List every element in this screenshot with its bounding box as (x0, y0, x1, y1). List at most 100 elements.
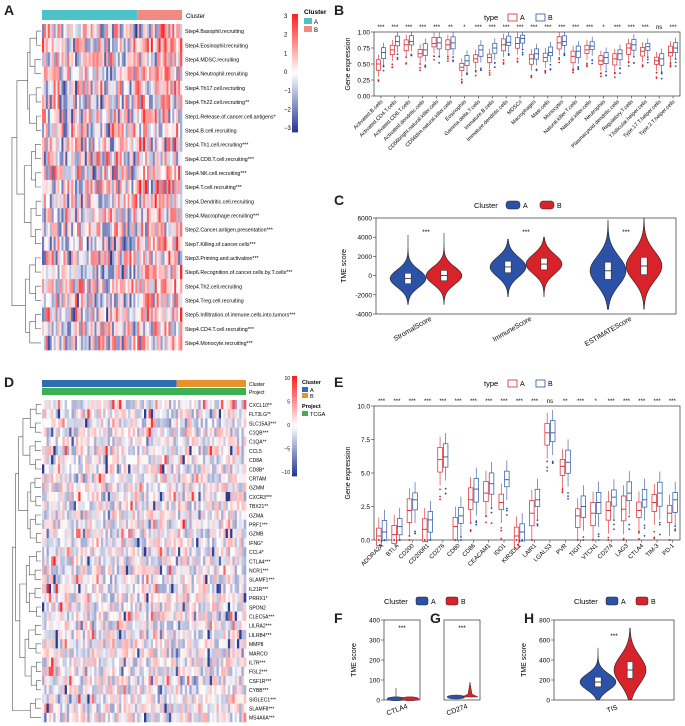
heatmap-a-cell (154, 109, 158, 124)
heatmap-a-cell (133, 151, 136, 167)
heatmap-d-cell (125, 510, 129, 520)
heatmap-d-cell (107, 630, 111, 640)
heatmap-d-cell (130, 455, 133, 465)
heatmap-d-cell (148, 510, 152, 520)
heatmap-d-cell (171, 657, 174, 668)
heatmap-d-cell (105, 482, 109, 493)
heatmap-d-cell (171, 639, 174, 649)
heatmap-a-cell (106, 165, 109, 181)
heatmap-d-cell (55, 657, 59, 668)
heatmap-d-cell (66, 427, 70, 438)
heatmap-a-cell (113, 293, 117, 308)
heatmap-d-cell (178, 547, 181, 557)
heatmap-d-cell (205, 409, 208, 419)
heatmap-a-cell (104, 52, 107, 67)
heatmap-d-cell (146, 464, 149, 474)
heatmap-a-cell (170, 137, 173, 152)
heatmap-d-cell (100, 611, 104, 622)
heatmap-d-cell (144, 418, 147, 428)
heatmap-a-cell (178, 66, 181, 81)
heatmap-d-cell (159, 400, 163, 410)
heatmap-a-cell (158, 38, 161, 53)
heatmap-a-cell (61, 208, 64, 223)
heatmap-d-cell (94, 519, 97, 530)
heatmap-a-cell (123, 165, 126, 181)
x-tick-label: StromalScore (393, 316, 433, 343)
heatmap-d-cell (53, 630, 56, 640)
heatmap-a-cell (84, 236, 88, 252)
heatmap-a-cell (84, 52, 88, 67)
heatmap-d-cell (225, 602, 229, 612)
heatmap-a-cell (90, 222, 93, 237)
heatmap-d-cell (119, 446, 122, 456)
heatmap-a-cell (113, 80, 117, 96)
heatmap-a-cell (125, 208, 128, 223)
heatmap-a-cell (63, 94, 66, 110)
heatmap-a-cell (45, 293, 49, 308)
heatmap-d-cell (209, 473, 213, 484)
heatmap-a-cell (145, 293, 148, 308)
heatmap-a-cell (176, 307, 179, 322)
heatmap-a-cell (135, 236, 138, 252)
heatmap-d-cell (42, 620, 45, 631)
heatmap-d-cell (53, 538, 56, 548)
heatmap-a-cell (86, 222, 89, 237)
heatmap-a-cell (73, 321, 76, 337)
heatmap-d-cell (243, 556, 247, 566)
heatmap-a-cell (82, 137, 86, 152)
heatmap-d-cell (182, 666, 186, 677)
heatmap-d-cell (230, 565, 233, 576)
heatmap-a-cell (162, 80, 165, 96)
heatmap-d-cell (205, 574, 208, 585)
heatmap-d-cell (96, 446, 99, 456)
heatmap-d-cell (139, 657, 143, 668)
heatmap-a-cell (166, 52, 169, 67)
heatmap-a-cell (65, 335, 68, 351)
heatmap-d-cell (232, 584, 235, 594)
heatmap-d-cell (221, 574, 224, 585)
heatmap-a-cell (108, 38, 111, 53)
heatmap-d-cell (110, 400, 113, 410)
heatmap-d-cell (184, 473, 188, 484)
heatmap-d-cell (91, 473, 95, 484)
heatmap-d-cell (205, 602, 208, 612)
heatmap-a-cell (98, 250, 101, 266)
heatmap-a-cell (170, 24, 173, 39)
heatmap-d-cell (98, 455, 102, 465)
heatmap-d-cell (148, 648, 152, 658)
outlier-point (502, 61, 505, 64)
heatmap-d-cell (141, 630, 145, 640)
heatmap-d-cell (94, 409, 97, 419)
heatmap-a-cell (172, 208, 175, 223)
heatmap-d-cell (241, 666, 245, 677)
heatmap-a-cell (178, 264, 181, 280)
heatmap-d-cell (216, 547, 220, 557)
heatmap-d-cell (46, 584, 50, 594)
heatmap-d-cell (100, 639, 104, 649)
heatmap-a-cell (119, 66, 123, 81)
heatmap-a-cell (110, 24, 113, 39)
heatmap-d-dendro-branch (22, 418, 31, 456)
heatmap-d-cell (114, 492, 118, 502)
heatmap-d-cell (110, 436, 113, 447)
scale-a-step (292, 105, 298, 109)
heatmap-a-row-label: Step4.B.cell.recruiting (185, 128, 237, 134)
heatmap-d-cell (193, 473, 197, 484)
heatmap-a-cell (154, 194, 158, 209)
heatmap-d-cell (209, 639, 213, 649)
heatmap-a-cell (119, 179, 123, 195)
heatmap-d-cell (119, 565, 122, 576)
heatmap-a-cell (73, 80, 76, 96)
heatmap-a-cell (88, 165, 91, 181)
heatmap-a-cell (143, 52, 146, 67)
heatmap-d-cell (110, 501, 113, 511)
heatmap-a-cell (164, 109, 167, 124)
heatmap-d-cell (212, 501, 215, 511)
heatmap-d-cell (64, 436, 68, 447)
heatmap-d-cell (153, 519, 156, 530)
heatmap-a-cell (129, 321, 132, 337)
heatmap-a-cell (131, 165, 134, 181)
heatmap-a-cell (55, 66, 58, 81)
heatmap-d-cell (153, 492, 156, 502)
heatmap-d-cell (184, 630, 188, 640)
